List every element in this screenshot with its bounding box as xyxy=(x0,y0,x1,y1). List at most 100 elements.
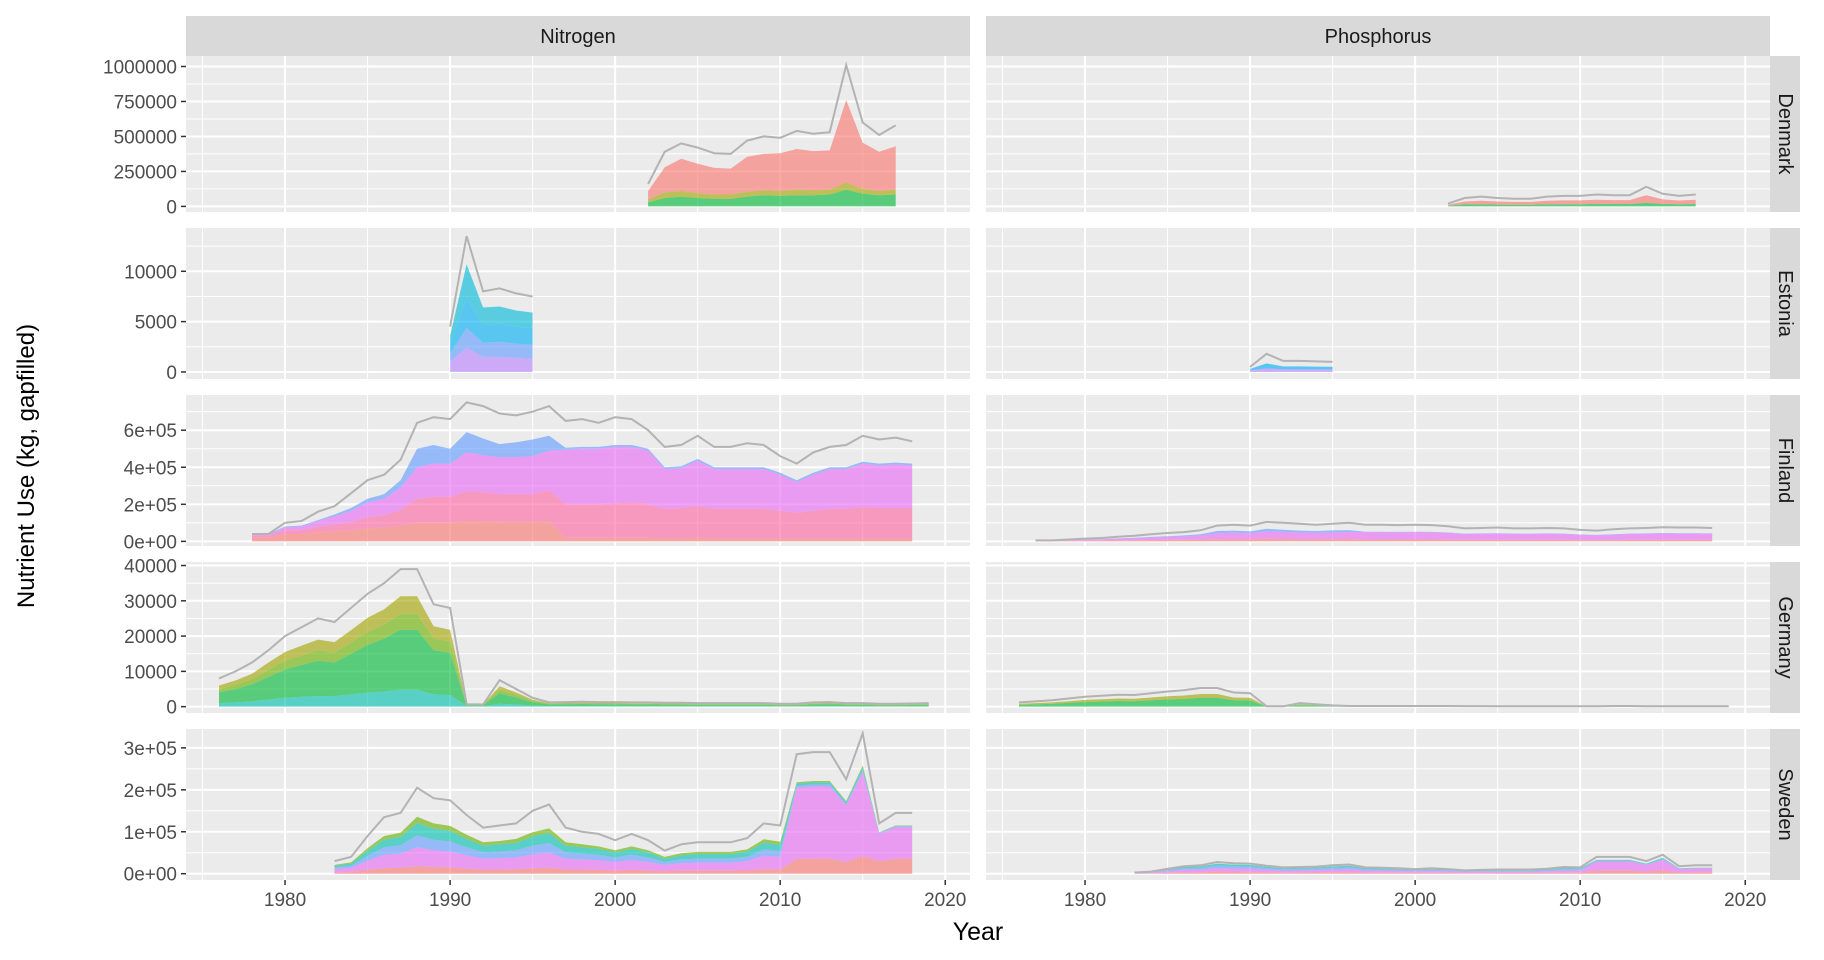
series-estonia-phosphorus xyxy=(1249,352,1333,372)
series-denmark-phosphorus xyxy=(1447,185,1696,207)
panel-germany-phosphorus xyxy=(986,562,1770,713)
y-axis-denmark: 0 250000 500000 750000 1000000 xyxy=(103,57,186,218)
panel-background xyxy=(986,729,1770,880)
area-layer xyxy=(1134,859,1713,874)
strip-label: Germany xyxy=(1774,596,1796,678)
series-estonia-nitrogen xyxy=(449,235,533,372)
facet-strip-finland: Finland xyxy=(1770,395,1800,546)
total-line xyxy=(647,61,897,185)
series-sweden-nitrogen xyxy=(334,729,913,874)
y-tick-label: 500000 xyxy=(114,127,177,148)
series-germany-nitrogen xyxy=(218,568,929,707)
panel-denmark-phosphorus xyxy=(986,56,1770,212)
x-tick-label: 2010 xyxy=(1559,890,1601,911)
y-tick-label: 0 xyxy=(166,698,177,719)
y-tick-label: 3e+05 xyxy=(124,739,177,760)
panel-estonia-phosphorus xyxy=(986,228,1770,379)
area-layer xyxy=(252,521,913,542)
area-layer xyxy=(1250,363,1333,371)
area-layer xyxy=(1134,857,1713,873)
area-layer xyxy=(252,432,913,535)
strip-background xyxy=(1770,562,1800,713)
strip-label: Sweden xyxy=(1774,768,1796,840)
y-tick-label: 750000 xyxy=(114,92,177,113)
total-line xyxy=(334,729,913,863)
panel-background xyxy=(986,395,1770,546)
strip-background xyxy=(1770,395,1800,546)
y-tick-label: 4e+05 xyxy=(124,458,177,479)
y-axis-germany: 0 10000 20000 30000 40000 xyxy=(124,557,186,719)
series-finland-nitrogen xyxy=(252,401,913,542)
total-line xyxy=(1018,687,1729,708)
area-layer xyxy=(1019,697,1729,707)
strip-background xyxy=(186,16,970,56)
x-tick-label: 2020 xyxy=(1724,890,1766,911)
x-tick-label: 2020 xyxy=(924,890,966,911)
strip-label: Denmark xyxy=(1774,93,1796,175)
area-layer xyxy=(219,689,929,707)
series-denmark-nitrogen xyxy=(647,61,897,207)
strip-label: Phosphorus xyxy=(1325,26,1432,48)
y-tick-label: 0e+00 xyxy=(124,865,177,886)
strip-label: Finland xyxy=(1774,438,1796,504)
panel-background xyxy=(986,56,1770,212)
facet-strip-estonia: Estonia xyxy=(1770,228,1800,379)
strip-label: Nitrogen xyxy=(540,26,616,48)
area-layer xyxy=(450,297,533,354)
strip-background xyxy=(1770,729,1800,880)
total-line xyxy=(1249,352,1333,368)
panel-estonia-nitrogen xyxy=(186,228,970,379)
strip-background xyxy=(1770,228,1800,379)
y-tick-label: 5000 xyxy=(135,313,177,334)
series-sweden-phosphorus xyxy=(1134,853,1713,874)
y-axis-title: Nutrient Use (kg, gapfilled) xyxy=(13,324,40,608)
area-layer xyxy=(450,327,533,362)
x-tick-label: 1990 xyxy=(1229,890,1271,911)
facet-strip-nitrogen: Nitrogen xyxy=(186,16,970,56)
area-layer xyxy=(334,765,913,866)
y-tick-label: 40000 xyxy=(124,557,177,578)
area-layer xyxy=(1035,538,1713,542)
area-layer xyxy=(1134,858,1713,874)
y-tick-label: 0 xyxy=(166,363,177,384)
area-layer xyxy=(1250,368,1333,372)
x-axis-title: Year xyxy=(953,918,1004,946)
area-layer xyxy=(334,856,913,874)
area-layer xyxy=(1134,870,1713,874)
panel-background xyxy=(186,228,970,379)
x-tick-label: 2000 xyxy=(594,890,636,911)
y-tick-label: 20000 xyxy=(124,627,177,648)
y-tick-label: 6e+05 xyxy=(124,421,177,442)
x-tick-label: 1980 xyxy=(1064,890,1106,911)
area-layer xyxy=(1035,531,1713,542)
total-line xyxy=(252,401,913,535)
area-layer xyxy=(648,182,896,203)
panels-group: Nitrogen Phosphorus Denmark Estonia Finland G… xyxy=(103,16,1800,911)
facet-strip-germany: Germany xyxy=(1770,562,1800,713)
y-tick-label: 0 xyxy=(166,197,177,218)
y-tick-label: 2e+05 xyxy=(124,495,177,516)
area-layer xyxy=(219,629,929,707)
y-tick-label: 10000 xyxy=(124,662,177,683)
y-axis-finland: 0e+00 2e+05 4e+05 6e+05 xyxy=(124,421,186,553)
y-axis-estonia: 0 5000 10000 xyxy=(124,262,186,384)
panel-background xyxy=(986,228,1770,379)
area-layer xyxy=(252,446,913,536)
y-axis-sweden: 0e+00 1e+05 2e+05 3e+05 xyxy=(124,739,186,886)
area-layer xyxy=(450,264,533,344)
area-layer xyxy=(1448,202,1696,207)
panel-sweden-phosphorus xyxy=(986,729,1770,880)
x-tick-label: 1980 xyxy=(264,890,306,911)
area-layer xyxy=(648,189,896,207)
y-tick-label: 1e+05 xyxy=(124,823,177,844)
total-line xyxy=(218,568,929,706)
x-tick-label: 2000 xyxy=(1394,890,1436,911)
x-tick-label: 1990 xyxy=(429,890,471,911)
strip-background xyxy=(986,16,1770,56)
y-tick-label: 0e+00 xyxy=(124,532,177,553)
facet-strip-phosphorus: Phosphorus xyxy=(986,16,1770,56)
total-line xyxy=(1035,520,1713,542)
facet-strip-sweden: Sweden xyxy=(1770,729,1800,880)
y-tick-label: 1000000 xyxy=(103,57,177,78)
